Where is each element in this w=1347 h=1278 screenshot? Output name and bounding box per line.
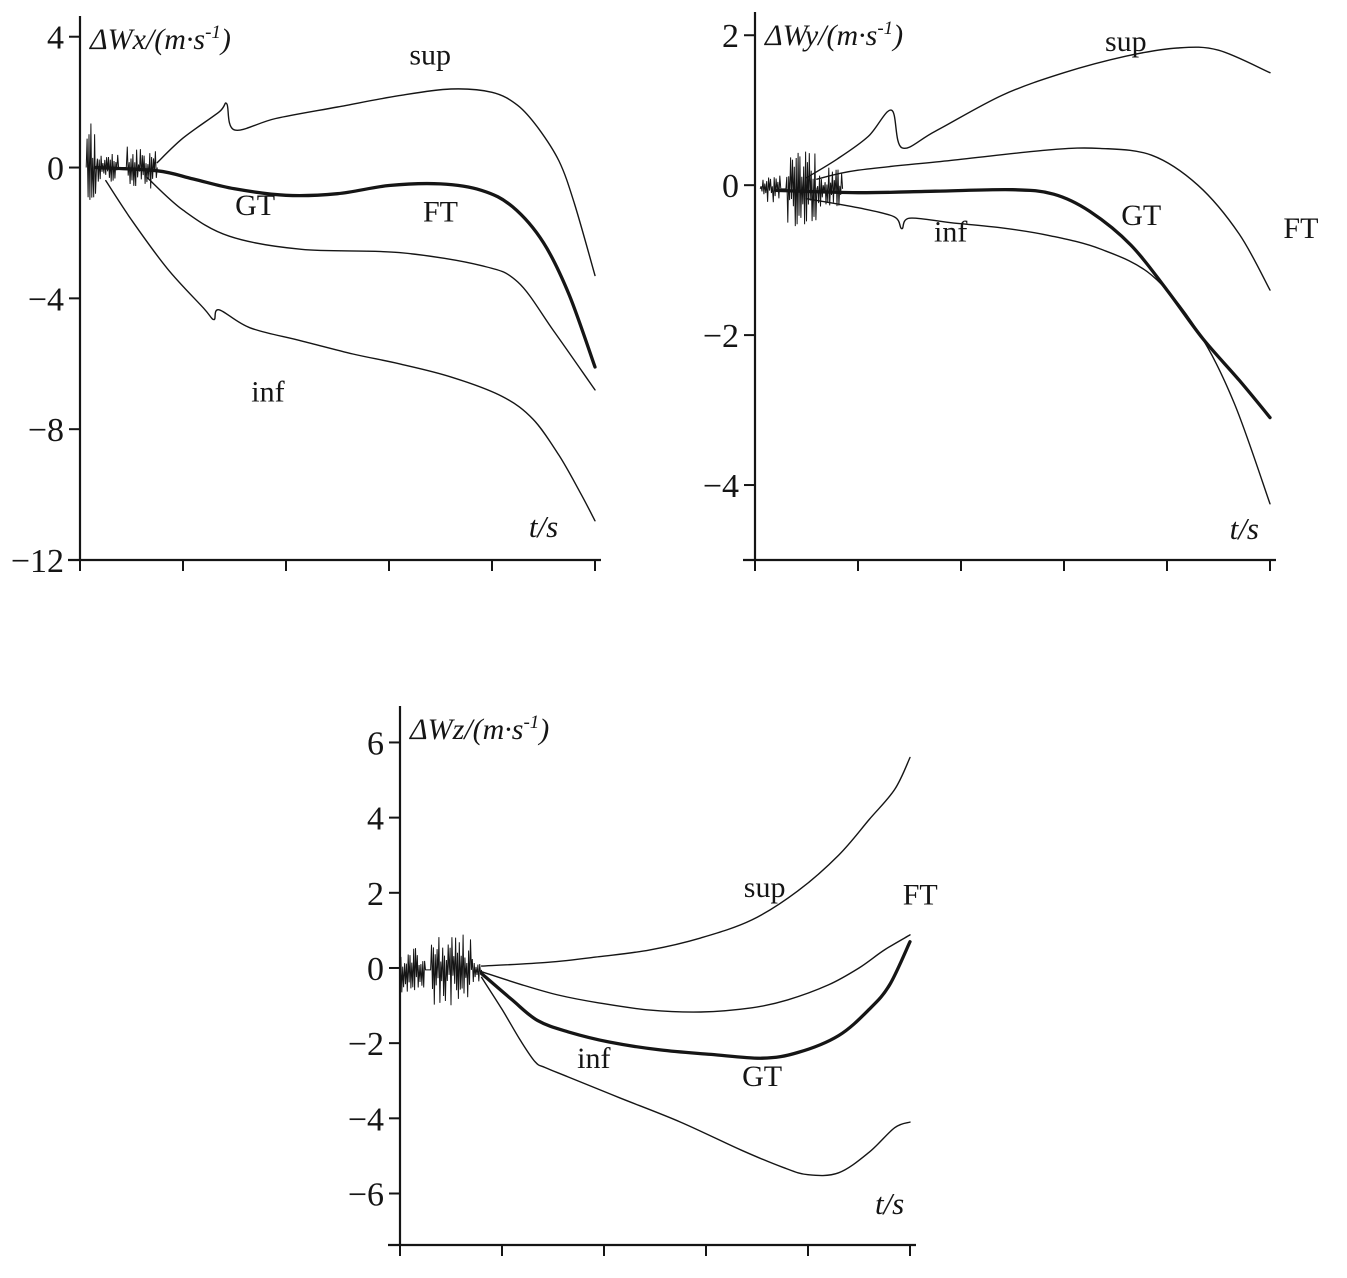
y-tick-label: −2 — [348, 1026, 384, 1063]
y-tick-label: 0 — [367, 951, 384, 988]
y-tick-label: 6 — [367, 725, 384, 762]
curve-label-inf: inf — [577, 1042, 610, 1075]
curve-sup — [480, 756, 911, 967]
curve-label-inf: inf — [934, 216, 967, 249]
startup-noise-trace — [399, 934, 483, 1006]
curve-FT — [480, 934, 911, 1013]
y-tick-label: 4 — [47, 20, 64, 57]
x-axis-label: t/s — [875, 1186, 904, 1221]
curve-sup — [156, 88, 596, 277]
x-axis-label: t/s — [529, 509, 558, 544]
curve-GT — [93, 165, 597, 369]
y-tick-label: −6 — [348, 1177, 384, 1214]
curve-sup — [805, 46, 1271, 179]
y-tick-label: 0 — [722, 168, 739, 205]
curve-label-GT: GT — [742, 1060, 782, 1093]
chart-canvas-delta-wz: 6 4 2 0 −2 −4 −6 sup FT inf GT ΔWz/(m·s-1) t/s — [348, 706, 938, 1256]
curve-GT — [773, 187, 1272, 420]
y-axis-label: ΔWx/(m·s-1) — [89, 22, 231, 56]
startup-noise-trace — [759, 151, 844, 227]
curve-label-GT: GT — [1121, 199, 1161, 232]
chart-delta-wx: 4 0 −4 −8 −12 sup GT FT inf ΔWx/(m·s-1) t/s — [0, 0, 660, 600]
chart-delta-wy: 2 0 −2 −4 sup inf GT FT ΔWy/(m·s-1) t/s — [690, 0, 1347, 600]
y-tick-label: −8 — [28, 412, 64, 449]
curve-inf — [805, 198, 1271, 505]
curve-GT — [479, 940, 912, 1060]
curve-inf — [105, 179, 596, 522]
curve-FT — [146, 176, 596, 391]
y-tick-label: −4 — [28, 281, 64, 318]
curve-label-FT: FT — [423, 196, 458, 229]
y-tick-label: 2 — [722, 18, 739, 55]
curve-FT — [816, 147, 1271, 291]
chart-canvas-delta-wx: 4 0 −4 −8 −12 sup GT FT inf ΔWx/(m·s-1) t/s — [11, 16, 601, 580]
y-axis-label: ΔWy/(m·s-1) — [764, 18, 903, 52]
y-tick-label: 0 — [47, 151, 64, 188]
chart-canvas-delta-wy: 2 0 −2 −4 sup inf GT FT ΔWy/(m·s-1) t/s — [703, 12, 1318, 571]
curve-label-sup: sup — [744, 871, 786, 904]
y-axis-label: ΔWz/(m·s-1) — [409, 712, 549, 746]
x-axis-label: t/s — [1230, 511, 1259, 546]
curve-label-FT: FT — [1283, 212, 1318, 245]
y-tick-label: −12 — [11, 543, 64, 580]
curve-label-GT: GT — [235, 189, 275, 222]
curve-label-inf: inf — [251, 376, 284, 409]
startup-noise-trace — [85, 123, 158, 200]
chart-delta-wz: 6 4 2 0 −2 −4 −6 sup FT inf GT ΔWz/(m·s-1) t/s — [330, 690, 950, 1278]
y-tick-label: 4 — [367, 801, 384, 838]
curve-label-sup: sup — [1105, 25, 1147, 58]
y-tick-label: −2 — [703, 318, 739, 355]
curve-label-FT: FT — [903, 879, 938, 912]
y-tick-label: −4 — [703, 468, 739, 505]
curve-inf — [480, 976, 911, 1177]
curve-label-sup: sup — [409, 39, 451, 72]
y-tick-label: −4 — [348, 1101, 384, 1138]
y-tick-label: 2 — [367, 876, 384, 913]
